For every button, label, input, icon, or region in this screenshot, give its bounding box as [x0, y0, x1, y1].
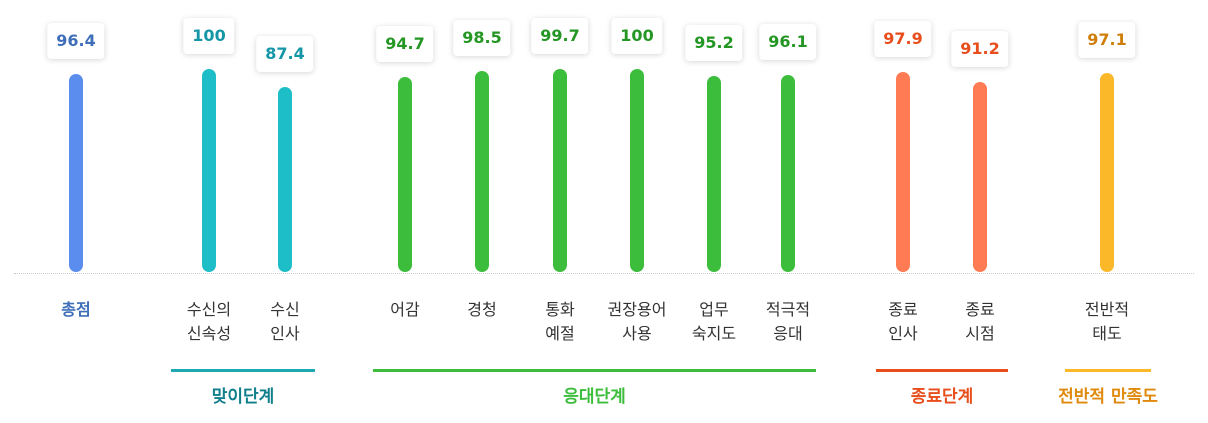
bar-tone	[398, 77, 412, 272]
value-label-answer-speed: 100	[183, 18, 235, 54]
category-label-line: 응대	[773, 324, 803, 343]
value-label-receive-greeting: 87.4	[256, 36, 314, 72]
group-label-closing: 종료단계	[910, 387, 974, 407]
category-label-line: 태도	[1092, 324, 1122, 343]
category-label-listening: 경청	[427, 298, 537, 322]
category-label-line: 수신	[270, 300, 300, 319]
value-label-call-manner: 99.7	[531, 18, 589, 54]
value-label-closing-greeting: 97.9	[874, 21, 932, 57]
category-label-tone: 어감	[350, 298, 460, 322]
category-label-line: 사용	[622, 324, 652, 343]
value-label-closing-time: 91.2	[951, 31, 1009, 67]
group-label-greeting: 맞이단계	[211, 387, 275, 407]
category-label-line: 수신의	[186, 300, 232, 319]
group-line-overall	[1065, 369, 1151, 372]
value-label-total: 96.4	[47, 23, 105, 59]
category-label-line: 어감	[390, 300, 420, 319]
category-label-line: 전반적	[1084, 300, 1130, 319]
value-label-active-response: 96.1	[759, 24, 817, 60]
group-line-greeting	[171, 369, 315, 372]
bar-overall-attitude	[1100, 73, 1114, 272]
value-label-overall-attitude: 97.1	[1078, 22, 1136, 58]
category-label-line: 총점	[61, 300, 91, 319]
bar-task-knowledge	[707, 76, 721, 272]
value-label-task-knowledge: 95.2	[685, 25, 743, 61]
bar-call-manner	[553, 69, 567, 272]
value-label-recommended-terms: 100	[611, 18, 663, 54]
group-line-closing	[876, 369, 1008, 372]
group-label-response: 응대단계	[563, 387, 626, 407]
value-label-tone: 94.7	[376, 26, 434, 62]
category-label-line: 통화	[545, 300, 575, 319]
category-label-line: 종료	[965, 300, 995, 319]
bar-answer-speed	[202, 69, 216, 272]
baseline	[14, 273, 1194, 274]
bar-closing-time	[973, 82, 987, 272]
bar-receive-greeting	[278, 87, 292, 272]
bar-listening	[475, 71, 489, 272]
category-label-line: 업무	[699, 300, 729, 319]
group-line-response	[373, 369, 816, 372]
category-label-line: 권장용어	[607, 300, 667, 319]
bar-closing-greeting	[896, 72, 910, 272]
category-label-line: 종료	[888, 300, 918, 319]
group-label-overall: 전반적 만족도	[1058, 387, 1158, 407]
value-label-listening: 98.5	[453, 20, 511, 56]
category-label-line: 신속성	[186, 324, 232, 343]
category-label-line: 경청	[467, 300, 497, 319]
bar-recommended-terms	[630, 69, 644, 272]
category-label-line: 인사	[888, 324, 918, 343]
category-label-line: 숙지도	[691, 324, 737, 343]
category-label-line: 예절	[545, 324, 575, 343]
category-label-line: 시점	[965, 324, 995, 343]
category-label-line: 인사	[270, 324, 300, 343]
category-label-line: 적극적	[765, 300, 811, 319]
bar-active-response	[781, 75, 795, 272]
category-label-total: 총점	[21, 298, 131, 322]
bar-total	[69, 74, 83, 272]
